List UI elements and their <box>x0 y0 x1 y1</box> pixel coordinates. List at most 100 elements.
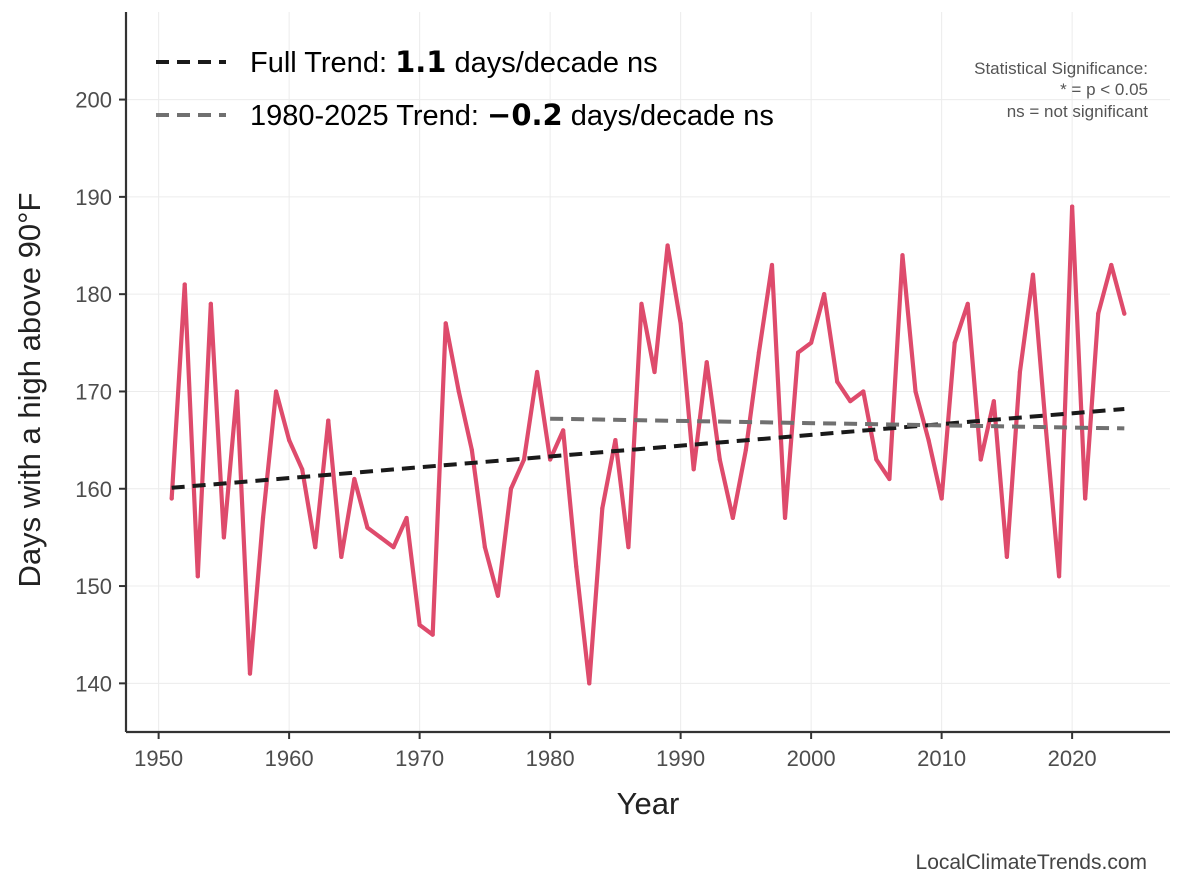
data-point <box>600 506 605 511</box>
data-point <box>208 301 213 306</box>
y-tick-label: 200 <box>75 88 112 113</box>
ticks: 1950 1960 1970 1980 1990 2000 2010 2020 140 150 16… <box>75 88 1096 771</box>
series-points <box>169 204 1127 686</box>
x-tick-label: 2000 <box>787 746 836 771</box>
data-point <box>678 321 683 326</box>
series-line-days-above-90f <box>169 204 1127 686</box>
x-tick-label: 1990 <box>656 746 705 771</box>
data-point <box>273 389 279 394</box>
data-point <box>574 564 579 569</box>
data-point <box>861 389 866 394</box>
legend-label-recent-trend: 1980-2025 Trend: −0.2 days/decade ns <box>250 98 774 132</box>
legend-value: −0.2 <box>487 98 563 132</box>
data-point <box>521 457 527 462</box>
axes <box>124 12 1170 734</box>
data-point <box>665 243 670 248</box>
data-point <box>1096 311 1101 316</box>
data-point <box>352 476 357 482</box>
data-point <box>1043 428 1049 433</box>
data-point <box>495 593 501 598</box>
data-point <box>456 389 461 394</box>
data-point <box>652 369 657 375</box>
legend-suffix: days/decade ns <box>446 47 657 79</box>
data-point <box>756 350 762 355</box>
data-point <box>247 671 253 676</box>
data-point <box>939 496 944 501</box>
data-point <box>221 535 226 540</box>
data-point <box>1017 369 1023 375</box>
data-point <box>717 457 722 462</box>
data-point <box>769 262 775 268</box>
data-point <box>1030 272 1036 277</box>
data-point <box>926 438 931 443</box>
data-point <box>195 574 200 579</box>
data-point <box>952 340 957 345</box>
y-tick-label: 180 <box>75 282 112 307</box>
data-point <box>822 292 827 297</box>
data-point <box>730 515 735 521</box>
legend-suffix: days/decade ns <box>563 100 774 132</box>
data-point <box>313 545 318 550</box>
x-tick-label: 1960 <box>265 746 314 771</box>
data-point <box>809 340 814 345</box>
x-tick-label: 2010 <box>917 746 966 771</box>
data-point <box>391 545 396 550</box>
significance-title: Statistical Significance: <box>974 59 1148 78</box>
significance-line-2: ns = not significant <box>1007 102 1149 121</box>
data-point <box>234 389 240 394</box>
data-point <box>365 525 370 530</box>
data-point <box>626 545 631 550</box>
y-tick-label: 190 <box>75 185 112 210</box>
x-tick-label: 1980 <box>526 746 575 771</box>
data-point <box>991 399 996 404</box>
data-point <box>469 447 474 452</box>
y-tick-label: 160 <box>75 477 112 502</box>
data-point <box>300 467 305 472</box>
data-point <box>795 350 801 355</box>
data-point <box>287 438 292 443</box>
data-point <box>482 545 487 550</box>
x-axis-title: Year <box>617 786 680 821</box>
data-point <box>1070 204 1075 209</box>
x-tick-label: 2020 <box>1048 746 1097 771</box>
data-point <box>874 457 879 462</box>
y-axis-title: Days with a high above 90°F <box>12 193 47 588</box>
legend-prefix: 1980-2025 Trend: <box>250 100 487 132</box>
data-point <box>978 457 983 462</box>
x-tick-label: 1950 <box>134 746 183 771</box>
data-point <box>587 681 592 686</box>
data-point <box>182 282 187 287</box>
significance-line-1: * = p < 0.05 <box>1060 80 1148 99</box>
y-tick-label: 140 <box>75 671 112 696</box>
legend: Full Trend: 1.1 days/decade ns 1980-2025… <box>156 45 774 132</box>
data-point <box>534 369 540 375</box>
data-point <box>848 399 853 404</box>
trend-lines <box>171 406 1125 490</box>
data-point <box>743 447 748 452</box>
data-point <box>782 515 788 521</box>
data-series <box>169 204 1127 686</box>
data-point <box>965 301 970 306</box>
legend-label-full-trend: Full Trend: 1.1 days/decade ns <box>250 45 658 79</box>
data-point <box>1109 262 1114 268</box>
data-point <box>639 301 644 306</box>
grid <box>126 12 1170 732</box>
data-point <box>1083 496 1088 501</box>
data-point <box>430 632 435 637</box>
data-point <box>508 486 514 491</box>
data-point <box>691 467 696 472</box>
trend-line-full <box>171 406 1125 490</box>
data-point <box>704 360 709 365</box>
data-point <box>1122 311 1127 316</box>
y-tick-label: 170 <box>75 379 112 404</box>
footer-credit: LocalClimateTrends.com <box>916 851 1147 874</box>
data-point <box>339 554 344 559</box>
data-point <box>378 535 383 540</box>
data-point <box>900 253 905 258</box>
data-point <box>1056 574 1062 579</box>
data-point <box>404 515 409 521</box>
data-point <box>913 389 918 394</box>
data-point <box>561 428 566 433</box>
data-point <box>260 515 266 521</box>
